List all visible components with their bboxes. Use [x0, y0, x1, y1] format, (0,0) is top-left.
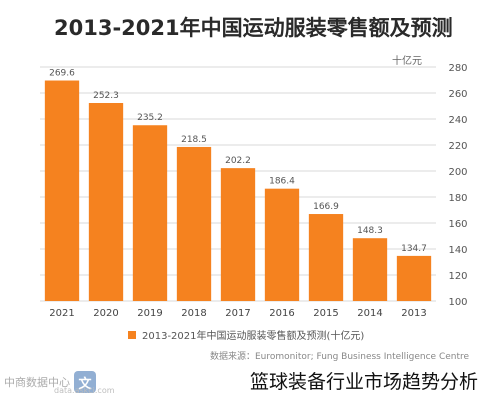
data-label: 134.7	[401, 244, 427, 254]
x-tick-label: 2015	[313, 308, 338, 319]
x-tick-label: 2018	[181, 308, 206, 319]
bar	[44, 80, 80, 302]
watermark-text: 中商数据中心	[4, 376, 70, 389]
watermark-url: data.askci.com	[54, 386, 115, 395]
data-label: 202.2	[225, 156, 251, 166]
y-tick-label: 180	[448, 193, 467, 204]
y-tick-label: 120	[448, 271, 467, 282]
bars	[44, 80, 432, 302]
y-axis-unit-label: 十亿元	[392, 54, 422, 67]
x-tick-label: 2021	[49, 308, 74, 319]
x-tick-label: 2014	[357, 308, 382, 319]
bar	[88, 103, 124, 301]
watermark-logo-icon: 文	[74, 371, 96, 393]
x-tick-label: 2017	[225, 308, 250, 319]
y-tick-label: 220	[448, 141, 467, 152]
x-tick-label: 2019	[137, 308, 162, 319]
bar	[308, 214, 344, 301]
y-tick-label: 280	[448, 63, 467, 74]
legend: 2013-2021年中国运动服装零售额及预测(十亿元)	[128, 327, 364, 342]
chart-title: 2013-2021年中国运动服装零售额及预测	[54, 16, 453, 40]
x-tick-label: 2020	[93, 308, 118, 319]
x-axis: 2021 2020 2019 2018 2017 2016 2015 2014 2013	[49, 308, 426, 319]
y-tick-label: 240	[448, 115, 467, 126]
bar	[132, 125, 168, 302]
y-tick-label: 100	[448, 297, 467, 308]
data-label: 235.2	[137, 113, 163, 123]
legend-swatch	[128, 330, 136, 339]
y-tick-label: 200	[448, 167, 467, 178]
legend-label: 2013-2021年中国运动服装零售额及预测(十亿元)	[142, 331, 365, 342]
data-label: 166.9	[313, 202, 339, 212]
x-tick-label: 2016	[269, 308, 294, 319]
x-tick-label: 2013	[401, 308, 426, 319]
y-tick-label: 140	[448, 245, 467, 256]
y-tick-label: 260	[448, 89, 467, 100]
caption: 篮球装备行业市场趋势分析	[249, 371, 478, 393]
bar	[352, 238, 388, 301]
data-label: 186.4	[269, 177, 295, 187]
watermark: 中商数据中心 文 data.askci.com	[4, 371, 115, 395]
y-tick-label: 160	[448, 219, 467, 230]
bar	[396, 255, 432, 301]
data-label: 218.5	[181, 135, 207, 145]
data-label: 252.3	[93, 91, 119, 101]
data-labels: 269.6 252.3 235.2 218.5 202.2 186.4 166.9 148.3…	[49, 69, 427, 254]
bar	[220, 168, 256, 301]
bar	[176, 146, 212, 301]
data-label: 148.3	[357, 226, 383, 236]
y-axis: 100 120 140 160 180 200 220 240 260 280	[448, 63, 467, 308]
source-note: 数据来源：Euromonitor; Fung Business Intellig…	[210, 352, 470, 362]
bar	[264, 188, 300, 301]
data-label: 269.6	[49, 69, 75, 79]
